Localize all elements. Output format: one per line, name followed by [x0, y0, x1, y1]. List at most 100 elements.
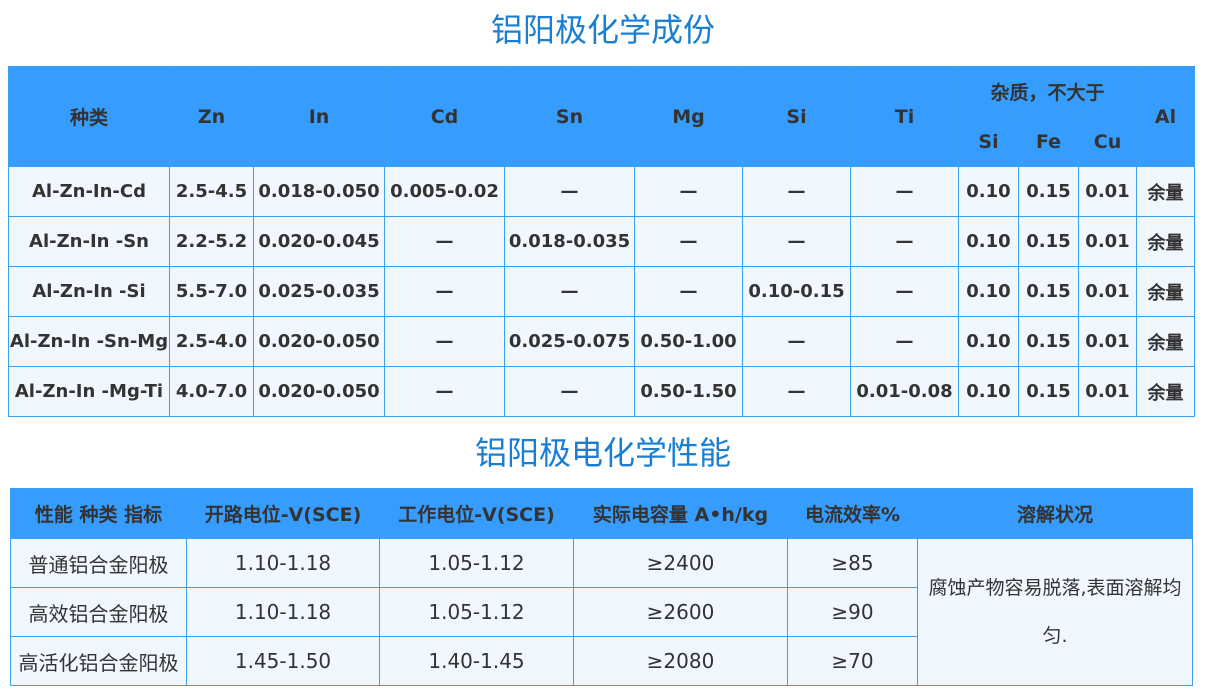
- table-cell: Al-Zn-In -Si: [8, 266, 170, 317]
- table-cell: 0.15: [1018, 166, 1079, 217]
- table-row: 普通铝合金阳极 1.10-1.18 1.05-1.12 ≥2400 ≥85 腐蚀产物容易脱…: [10, 538, 1193, 686]
- table-cell: 0.10: [958, 366, 1019, 417]
- table-cell: 0.50-1.00: [634, 316, 743, 367]
- header-cd: Cd: [384, 66, 505, 167]
- table-cell: 0.005-0.02: [384, 166, 505, 217]
- table-cell: ≥2400: [573, 538, 788, 588]
- table-cell: 0.020-0.045: [253, 216, 385, 267]
- header-mg: Mg: [634, 66, 743, 167]
- table-cell: ≥2600: [573, 587, 788, 637]
- table-cell: 1.10-1.18: [186, 538, 380, 588]
- table-cell: —: [850, 266, 959, 317]
- table-cell: 0.01-0.08: [850, 366, 959, 417]
- table-cell: ≥2080: [573, 636, 788, 686]
- table-cell: —: [384, 366, 505, 417]
- table-cell: —: [742, 316, 851, 367]
- header-ti: Ti: [850, 66, 959, 167]
- table-cell: 0.025-0.075: [504, 316, 635, 367]
- table-cell: 0.15: [1018, 316, 1079, 367]
- table-cell: —: [504, 366, 635, 417]
- table-cell: —: [384, 216, 505, 267]
- performance-title: 铝阳极电化学性能: [474, 434, 731, 472]
- table-cell: 0.01: [1077, 366, 1138, 417]
- table-cell: Al-Zn-In -Sn-Mg: [8, 316, 170, 367]
- table-row: Al-Zn-In-Cd 2.5-4.5 0.018-0.050 0.005-0.02—…: [8, 166, 1196, 217]
- header-al: Al: [1136, 66, 1196, 167]
- header-zn: Zn: [169, 66, 254, 167]
- table-cell: ≥70: [787, 636, 918, 686]
- table-row: 高效铝合金阳极 1.10-1.18 1.05-1.12 ≥2600 ≥90: [10, 587, 1193, 637]
- composition-title: 铝阳极化学成份: [490, 11, 715, 49]
- table-cell: 高效铝合金阳极: [10, 587, 187, 637]
- table-row: Al-Zn-In -Sn-Mg 2.5-4.0 0.020-0.050—0.025-…: [8, 316, 1196, 367]
- composition-table: 种类 Zn In Cd Sn Mg Si Ti 杂质，不大于 Al Si Fe …: [8, 66, 1196, 417]
- table-cell: —: [634, 216, 743, 267]
- table-cell: 0.025-0.035: [253, 266, 385, 317]
- header-dissolution: 溶解状况: [917, 488, 1193, 539]
- table-row: Al-Zn-In -Mg-Ti 4.0-7.0 0.020-0.050— —0.50-…: [8, 366, 1196, 417]
- table-cell: 0.15: [1018, 266, 1079, 317]
- table-cell: —: [850, 216, 959, 267]
- table-cell: —: [850, 166, 959, 217]
- table-cell: —: [742, 366, 851, 417]
- table-row: 高活化铝合金阳极 1.45-1.50 1.40-1.45 ≥2080 ≥70: [10, 636, 1193, 686]
- table-cell: —: [384, 266, 505, 317]
- header-efficiency: 电流效率%: [787, 488, 918, 539]
- header-capacity: 实际电容量 A•h/kg: [573, 488, 788, 539]
- table-row: Al-Zn-In -Sn 2.2-5.2 0.020-0.045—0.018-0.0…: [8, 216, 1196, 267]
- table-cell: 余量: [1136, 166, 1196, 217]
- table-cell: 0.10: [958, 266, 1019, 317]
- table-cell: 2.5-4.0: [169, 316, 254, 367]
- header-impurity: 杂质，不大于: [957, 66, 1138, 117]
- table-cell: 4.0-7.0: [169, 366, 254, 417]
- header-type: 种类: [8, 66, 170, 167]
- table-cell: —: [742, 216, 851, 267]
- table-cell: 0.10: [958, 316, 1019, 367]
- table-cell: ≥85: [787, 538, 918, 588]
- table-cell: 0.01: [1077, 216, 1138, 267]
- table-cell: 余量: [1136, 316, 1196, 367]
- header-impurity-cu: Cu: [1077, 116, 1138, 167]
- table-cell: 0.01: [1077, 266, 1138, 317]
- header-open-potential: 开路电位-V(SCE): [186, 488, 380, 539]
- table-cell: ≥90: [787, 587, 918, 637]
- table-cell: 普通铝合金阳极: [10, 538, 187, 588]
- table-cell: —: [850, 316, 959, 367]
- table-cell: 2.2-5.2: [169, 216, 254, 267]
- table-cell: 5.5-7.0: [169, 266, 254, 317]
- table-cell: 0.10: [958, 166, 1019, 217]
- table-cell: 0.15: [1018, 366, 1079, 417]
- header-impurity-fe: Fe: [1018, 116, 1079, 167]
- dissolution-note: 腐蚀产物容易脱落,表面溶解均匀.: [917, 538, 1193, 686]
- header-si: Si: [742, 66, 851, 167]
- performance-table: 性能 种类 指标 开路电位-V(SCE) 工作电位-V(SCE) 实际电容量 A…: [10, 488, 1193, 686]
- table-cell: —: [504, 266, 635, 317]
- table-cell: 0.10: [958, 216, 1019, 267]
- table-cell: —: [504, 166, 635, 217]
- table-cell: Al-Zn-In-Cd: [8, 166, 170, 217]
- table-cell: 0.020-0.050: [253, 316, 385, 367]
- table-cell: 2.5-4.5: [169, 166, 254, 217]
- header-working-potential: 工作电位-V(SCE): [379, 488, 574, 539]
- table-cell: Al-Zn-In -Mg-Ti: [8, 366, 170, 417]
- header-sn: Sn: [504, 66, 635, 167]
- header-indicator: 性能 种类 指标: [10, 488, 187, 539]
- table-cell: Al-Zn-In -Sn: [8, 216, 170, 267]
- table-cell: 0.01: [1077, 166, 1138, 217]
- table-cell: 0.020-0.050: [253, 366, 385, 417]
- table-cell: 高活化铝合金阳极: [10, 636, 187, 686]
- table-cell: 1.05-1.12: [379, 538, 574, 588]
- table-cell: —: [384, 316, 505, 367]
- table-cell: 余量: [1136, 216, 1196, 267]
- table-cell: —: [742, 166, 851, 217]
- table-cell: 0.50-1.50: [634, 366, 743, 417]
- table-cell: 1.45-1.50: [186, 636, 380, 686]
- table-cell: 余量: [1136, 366, 1196, 417]
- table-cell: 1.10-1.18: [186, 587, 380, 637]
- table-cell: 余量: [1136, 266, 1196, 317]
- header-in: In: [253, 66, 385, 167]
- table-cell: 0.018-0.050: [253, 166, 385, 217]
- table-cell: —: [634, 266, 743, 317]
- table-cell: 1.05-1.12: [379, 587, 574, 637]
- table-cell: —: [634, 166, 743, 217]
